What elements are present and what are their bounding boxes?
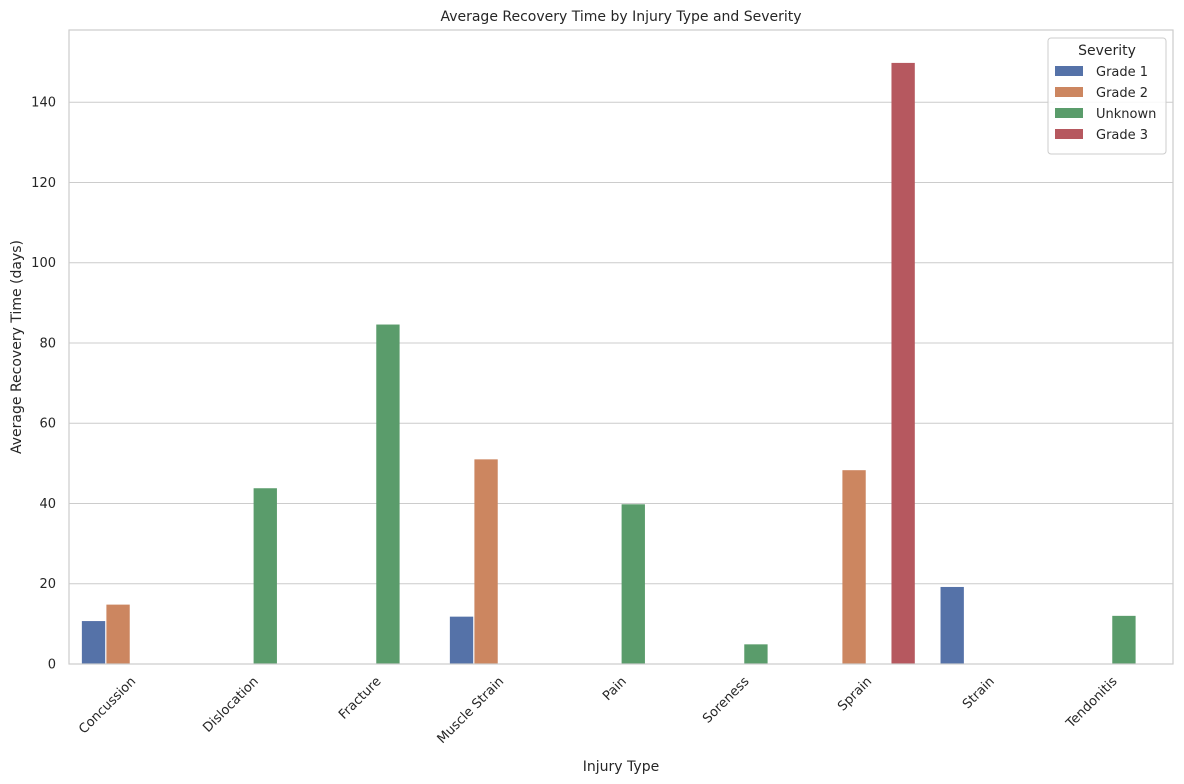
y-axis-ticks: 0 20 40 60 80 100 120 140: [31, 96, 56, 673]
legend-label: Grade 1: [1096, 65, 1148, 80]
y-tick-label: 100: [31, 256, 56, 271]
bar-grade-1: [81, 621, 106, 664]
bar-grade-2: [474, 459, 498, 664]
legend-swatch: [1055, 129, 1083, 139]
y-tick-label: 60: [39, 417, 56, 432]
legend-swatch: [1055, 108, 1083, 118]
y-tick-label: 40: [39, 497, 56, 512]
bar-unknown: [1112, 615, 1136, 664]
chart-title: Average Recovery Time by Injury Type and…: [440, 9, 801, 25]
legend-title: Severity: [1078, 43, 1136, 59]
bar-unknown: [253, 488, 277, 664]
legend-label: Grade 3: [1096, 128, 1148, 143]
bar-unknown: [621, 504, 645, 664]
legend: Severity Grade 1 Grade 2 Unknown Grade 3: [1047, 37, 1167, 155]
bar-grade-1: [449, 616, 474, 664]
y-axis-label: Average Recovery Time (days): [9, 240, 25, 454]
legend-label: Grade 2: [1096, 86, 1148, 101]
legend-label: Unknown: [1096, 107, 1156, 122]
bar-grade-2: [106, 604, 130, 664]
bar-grade-2: [842, 470, 866, 664]
bar-unknown: [744, 644, 768, 664]
y-tick-label: 140: [31, 96, 56, 111]
y-tick-label: 80: [39, 336, 56, 351]
y-tick-label: 0: [48, 658, 56, 673]
y-tick-label: 20: [39, 577, 56, 592]
bar-grade-1: [940, 586, 964, 664]
y-tick-label: 120: [31, 176, 56, 191]
bar-unknown: [376, 324, 400, 664]
legend-swatch: [1055, 66, 1083, 76]
gridlines: [69, 101, 1173, 665]
legend-swatch: [1055, 87, 1083, 97]
bars: [81, 62, 1136, 664]
bar-grade-3: [891, 62, 915, 664]
plot-frame: [68, 29, 1174, 665]
x-axis-label: Injury Type: [583, 759, 659, 775]
